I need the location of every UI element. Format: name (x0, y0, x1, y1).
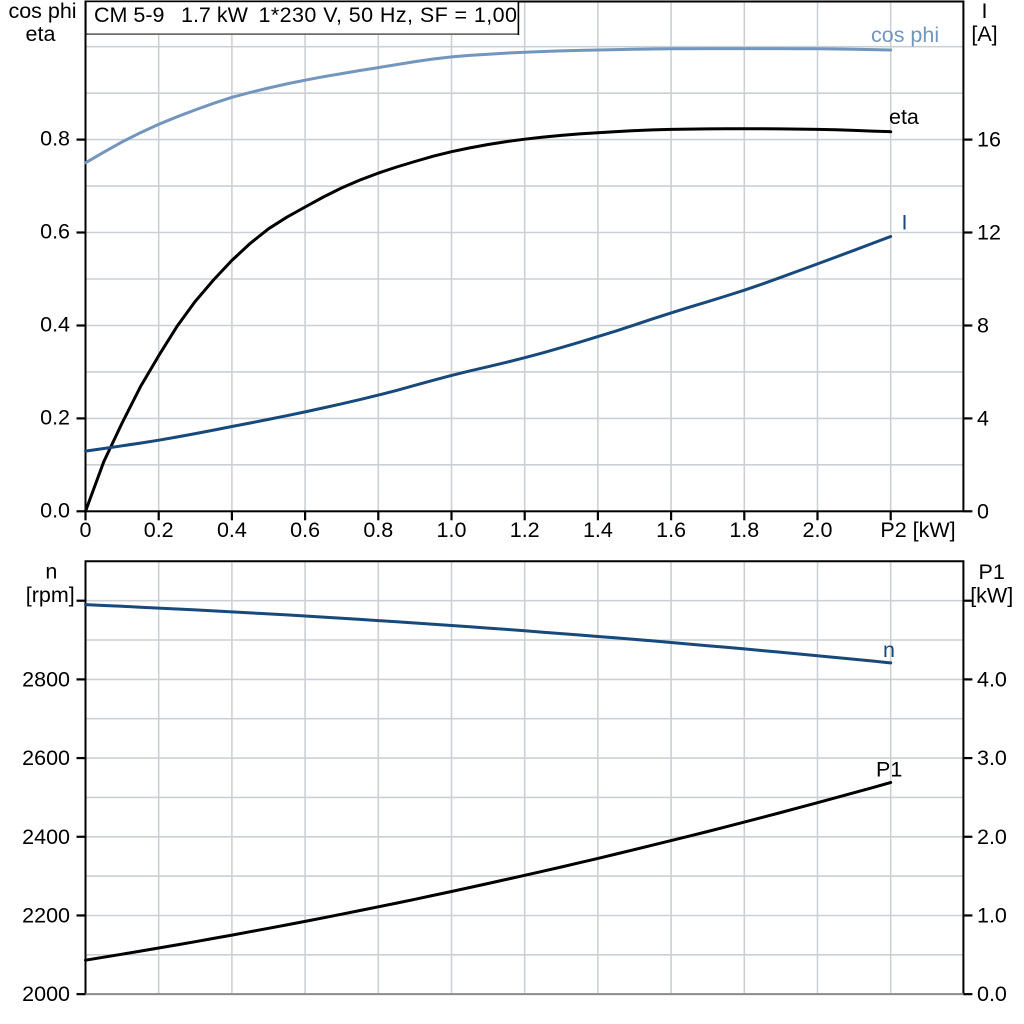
svg-text:12: 12 (977, 221, 1001, 245)
svg-text:3.0: 3.0 (977, 746, 1007, 770)
svg-text:1.2: 1.2 (510, 518, 540, 542)
svg-text:0.8: 0.8 (363, 518, 393, 542)
svg-text:[A]: [A] (971, 22, 997, 46)
svg-text:4: 4 (977, 406, 989, 430)
svg-text:0.2: 0.2 (40, 405, 70, 429)
svg-text:cos phi: cos phi (871, 23, 939, 47)
svg-text:2800: 2800 (22, 667, 70, 691)
svg-text:2600: 2600 (22, 746, 70, 770)
svg-text:4.0: 4.0 (977, 667, 1007, 691)
svg-text:0.4: 0.4 (40, 312, 70, 336)
svg-text:2000: 2000 (22, 982, 70, 1006)
svg-text:0: 0 (80, 518, 92, 542)
svg-text:2200: 2200 (22, 903, 70, 927)
svg-text:1.0: 1.0 (977, 903, 1007, 927)
svg-text:1.8: 1.8 (729, 518, 759, 542)
svg-text:8: 8 (977, 313, 989, 337)
svg-text:0.6: 0.6 (290, 518, 320, 542)
svg-text:I: I (982, 0, 988, 23)
svg-text:1.0: 1.0 (437, 518, 467, 542)
svg-text:[kW]: [kW] (970, 584, 1013, 608)
svg-text:0.2: 0.2 (144, 518, 174, 542)
svg-text:cos phi: cos phi (8, 0, 76, 23)
svg-text:eta: eta (26, 22, 56, 46)
svg-text:n: n (45, 560, 57, 584)
svg-text:0.0: 0.0 (977, 982, 1007, 1006)
svg-text:1.6: 1.6 (656, 518, 686, 542)
svg-text:n: n (883, 638, 895, 662)
svg-text:2.0: 2.0 (803, 518, 833, 542)
svg-text:2.0: 2.0 (977, 825, 1007, 849)
svg-text:P2 [kW]: P2 [kW] (880, 518, 955, 542)
svg-text:[rpm]: [rpm] (26, 583, 75, 607)
svg-text:P1: P1 (876, 757, 902, 781)
svg-text:I: I (902, 211, 908, 235)
svg-text:0.6: 0.6 (40, 220, 70, 244)
svg-text:0.8: 0.8 (40, 127, 70, 151)
svg-text:P1: P1 (979, 560, 1005, 584)
svg-text:0.4: 0.4 (217, 518, 247, 542)
svg-text:2400: 2400 (22, 825, 70, 849)
svg-text:CM 5-91.7 kW1*230 V, 50 Hz, SF: CM 5-9 1.7 kW 1*230 V, 50 Hz, SF = 1,00 (94, 3, 517, 27)
svg-text:1.4: 1.4 (583, 518, 613, 542)
svg-text:16: 16 (977, 128, 1001, 152)
svg-text:0.0: 0.0 (40, 498, 70, 522)
svg-text:eta: eta (889, 105, 919, 129)
svg-text:0: 0 (977, 499, 989, 523)
